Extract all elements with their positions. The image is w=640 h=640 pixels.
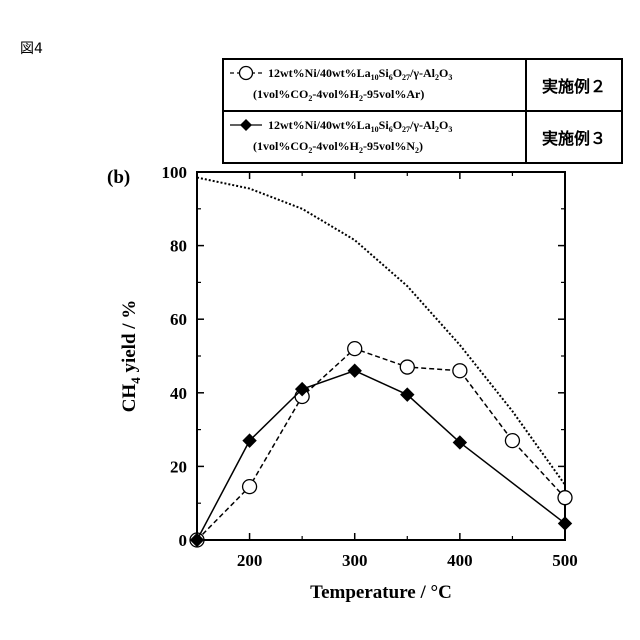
panel-label: (b) — [107, 167, 130, 188]
y-tick-label: 80 — [170, 237, 187, 256]
x-tick-label: 500 — [552, 551, 578, 570]
series-1-point — [400, 360, 414, 374]
y-tick-label: 20 — [170, 457, 187, 476]
x-tick-label: 200 — [237, 551, 263, 570]
y-tick-label: 60 — [170, 310, 187, 329]
legend-jp-label-1: 実施例２ — [542, 77, 606, 96]
legend-text-1-line-1: 12wt%Ni/40wt%La10Si6O27/γ-Al2O3 — [268, 66, 452, 82]
series-1-point — [348, 342, 362, 356]
series-1-point — [453, 364, 467, 378]
y-tick-label: 0 — [179, 531, 188, 550]
y-tick-label: 100 — [162, 163, 188, 182]
x-axis-title: Temperature / °C — [310, 582, 452, 603]
x-tick-label: 400 — [447, 551, 473, 570]
legend-text-1-line-2: (1vol%CO2-4vol%H2-95vol%Ar) — [253, 87, 424, 103]
series-2-line — [197, 371, 565, 540]
series-1-point — [505, 434, 519, 448]
legend-marker-1 — [240, 67, 253, 80]
series-2-point — [559, 517, 572, 530]
legend-jp-label-2: 実施例３ — [542, 129, 606, 148]
legend-text-2-line-2: (1vol%CO2-4vol%H2-95vol%N2) — [253, 139, 423, 155]
y-axis-title: CH4 yield / % — [119, 300, 143, 413]
x-tick-label: 300 — [342, 551, 368, 570]
series-1-point — [558, 491, 572, 505]
legend-text-2-line-1: 12wt%Ni/40wt%La10Si6O27/γ-Al2O3 — [268, 118, 452, 134]
y-tick-label: 40 — [170, 384, 187, 403]
series-2-point — [348, 364, 361, 377]
series-1-point — [243, 480, 257, 494]
